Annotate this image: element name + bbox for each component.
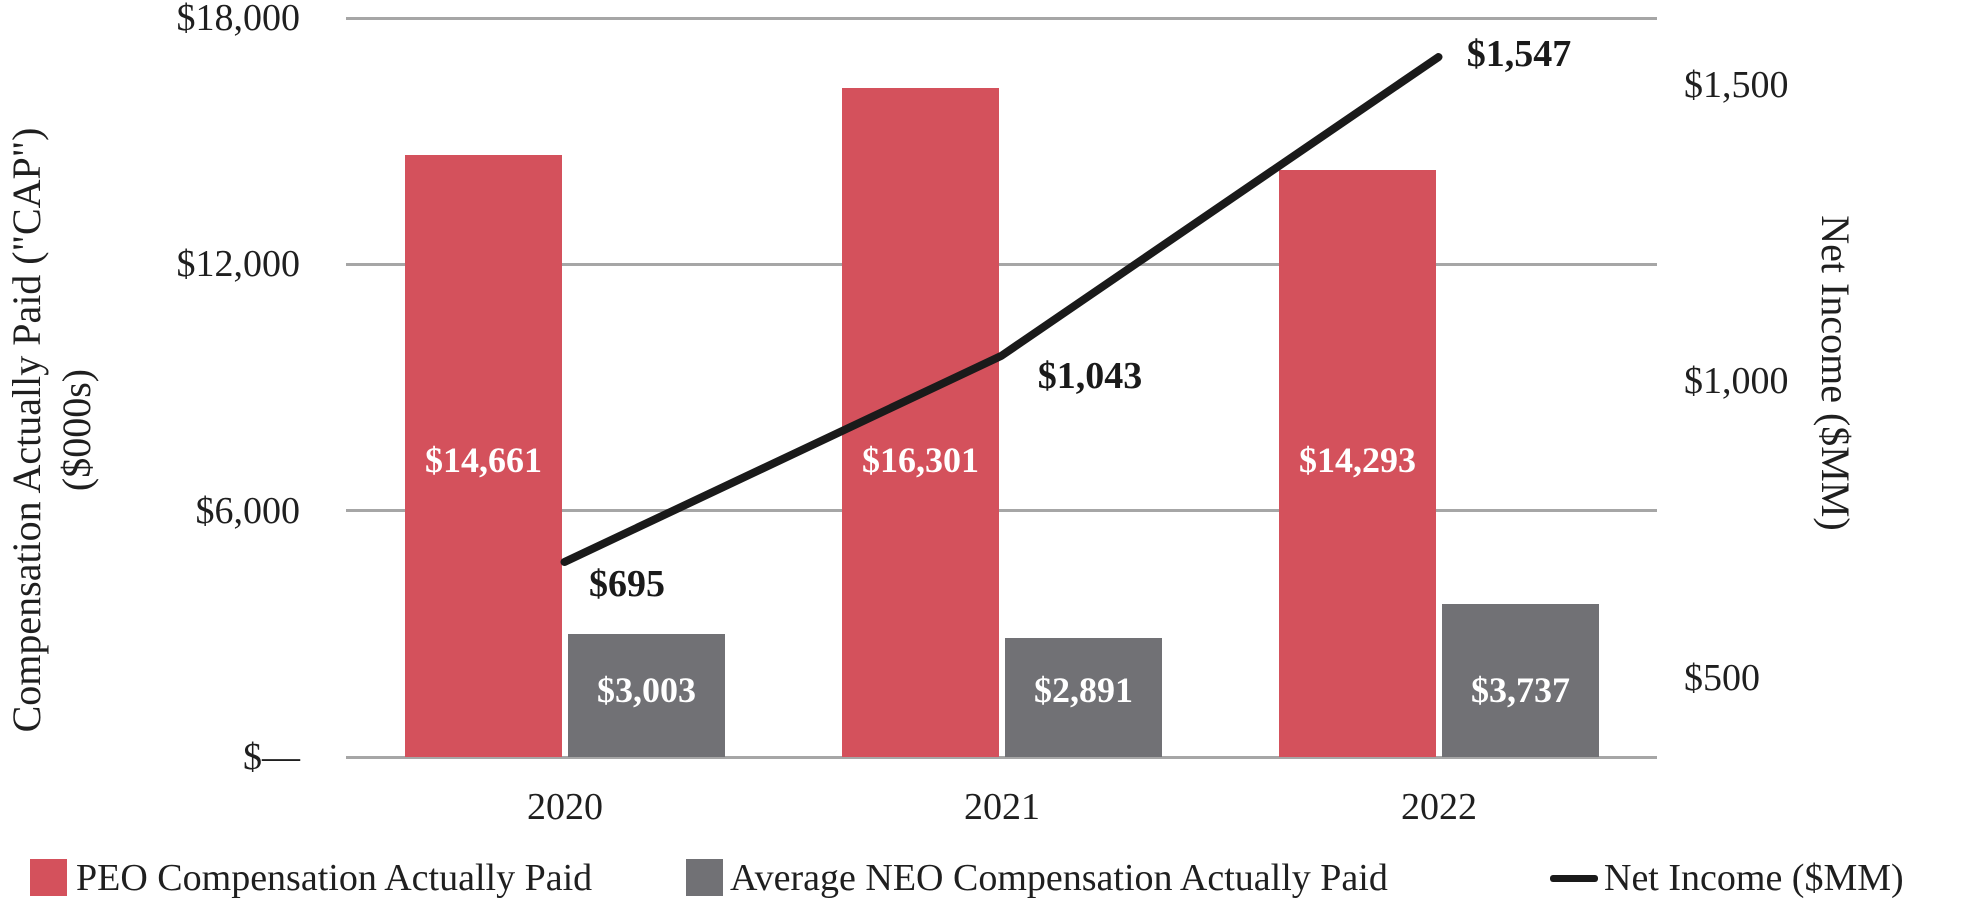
- left-axis-tick-label: $18,000: [176, 0, 301, 39]
- bar-neo-2020: [568, 634, 725, 757]
- bar-neo-2022: [1442, 604, 1599, 757]
- left-axis-tick-label: $6,000: [195, 490, 301, 532]
- bar-label-neo-2021: $2,891: [1034, 670, 1133, 710]
- legend-line-swatch: [1550, 875, 1598, 882]
- line-point-label-2021: $1,043: [1037, 355, 1143, 397]
- bar-label-peo-2020: $14,661: [425, 440, 542, 480]
- left-axis-tick-label: $—: [243, 736, 300, 778]
- legend-label-net-income: Net Income ($MM): [1604, 857, 1904, 899]
- gridline: [346, 756, 1657, 759]
- line-point-label-2022: $1,547: [1466, 33, 1572, 75]
- bar-label-neo-2020: $3,003: [597, 670, 696, 710]
- legend-swatch-peo: [30, 859, 67, 896]
- legend-label-peo: PEO Compensation Actually Paid: [76, 857, 593, 899]
- legend-label-neo: Average NEO Compensation Actually Paid: [730, 857, 1388, 899]
- right-axis-tick-label: $1,000: [1684, 360, 1789, 402]
- x-axis-label-2021: 2021: [964, 786, 1040, 828]
- legend-swatch-neo: [686, 859, 723, 896]
- bar-neo-2021: [1005, 638, 1162, 757]
- line-point-label-2020: $695: [589, 563, 665, 605]
- bar-label-neo-2022: $3,737: [1471, 670, 1570, 710]
- right-axis-tick-label: $1,500: [1684, 64, 1789, 106]
- bar-label-peo-2022: $14,293: [1299, 440, 1416, 480]
- gridline: [346, 17, 1657, 20]
- bar-label-peo-2021: $16,301: [862, 440, 979, 480]
- net-income-line-path: [560, 53, 1443, 566]
- x-axis-label-2022: 2022: [1401, 786, 1477, 828]
- left-axis-tick-label: $12,000: [176, 243, 301, 285]
- gridline: [346, 263, 1657, 266]
- x-axis-label-2020: 2020: [527, 786, 603, 828]
- gridline: [346, 509, 1657, 512]
- right-axis-tick-label: $500: [1684, 657, 1760, 699]
- bar-peo-2022: [1279, 170, 1436, 757]
- bar-peo-2020: [405, 155, 562, 757]
